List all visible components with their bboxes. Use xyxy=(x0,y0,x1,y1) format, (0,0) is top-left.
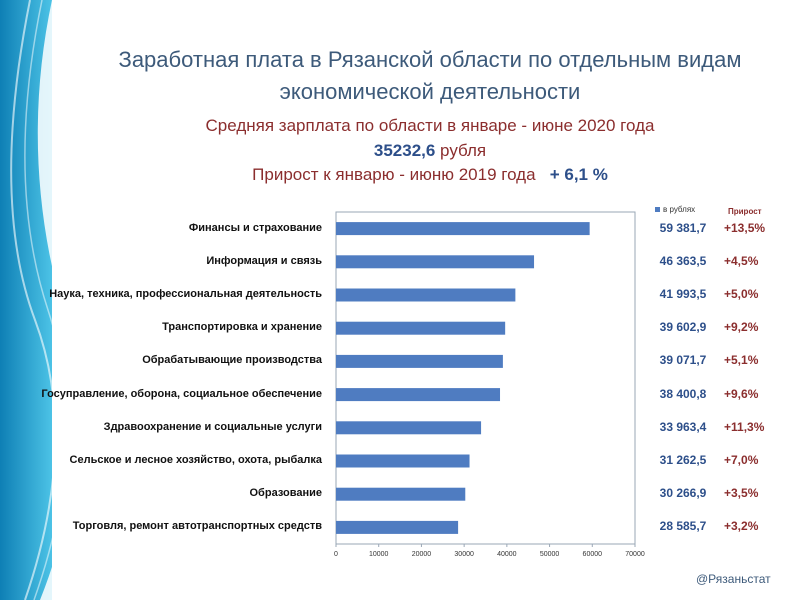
x-tick-label: 30000 xyxy=(454,551,474,558)
bar xyxy=(336,222,590,236)
category-label: Здравоохранение и социальные услуги xyxy=(103,420,322,433)
average-salary-unit: рубля xyxy=(435,141,487,160)
category-label: Образование xyxy=(249,487,323,500)
value-label: 33 963,4 xyxy=(659,419,707,434)
plot-frame xyxy=(335,211,636,545)
value-label: 39 071,7 xyxy=(659,353,707,368)
x-tick-label: 10000 xyxy=(369,551,389,558)
legend-label: в рублях xyxy=(663,205,696,214)
growth-column-header: Прирост xyxy=(728,207,762,216)
value-label: 46 363,5 xyxy=(659,253,707,268)
bar xyxy=(336,321,506,335)
x-tick-label: 40000 xyxy=(497,551,517,558)
value-label: 59 381,7 xyxy=(659,220,707,235)
bar xyxy=(336,421,482,435)
chart-legend: в рублях xyxy=(655,205,695,214)
growth-label: +7,0% xyxy=(724,453,759,467)
category-label: Обрабатывающие производства xyxy=(142,354,322,367)
growth-label: +3,2% xyxy=(724,519,759,534)
value-label: 30 266,9 xyxy=(659,486,707,501)
category-label: Сельское и лесное хозяйство, охота, рыба… xyxy=(69,454,322,466)
value-label: 41 993,5 xyxy=(659,287,707,301)
chart-title: Заработная плата в Рязанской области по … xyxy=(118,47,742,104)
bar xyxy=(336,288,516,302)
value-label: 31 262,5 xyxy=(659,453,707,467)
bar xyxy=(336,454,470,468)
bar xyxy=(336,487,466,501)
x-tick-label: 0 xyxy=(334,551,338,558)
x-tick-label: 60000 xyxy=(583,551,603,558)
growth-line: Прирост к январю - июню 2019 года + 6,1 … xyxy=(60,163,800,187)
category-label: Наука, техника, профессиональная деятель… xyxy=(49,288,322,300)
x-tick-label: 70000 xyxy=(625,551,645,558)
source-credit: @Рязаньстат xyxy=(696,572,771,586)
x-tick-label: 20000 xyxy=(412,551,432,558)
value-label: 39 602,9 xyxy=(659,320,707,335)
average-salary-caption: Средняя зарплата по области в январе - и… xyxy=(205,116,655,135)
category-label: Информация и связь xyxy=(206,254,322,267)
growth-label: +9,6% xyxy=(724,386,759,401)
bar xyxy=(336,255,535,269)
growth-value: + 6,1 % xyxy=(549,165,608,184)
growth-label: +11,3% xyxy=(724,419,765,434)
category-label: Госуправление, оборона, социальное обесп… xyxy=(41,387,322,400)
bar xyxy=(336,354,503,368)
category-label: Финансы и страхование xyxy=(188,221,322,234)
growth-label: +9,2% xyxy=(724,320,759,335)
growth-label: +3,5% xyxy=(724,486,759,501)
legend-swatch xyxy=(655,207,660,213)
average-salary-line: 35232,6 рубля xyxy=(60,139,800,163)
x-tick-label: 50000 xyxy=(540,551,560,558)
category-label: Транспортировка и хранение xyxy=(162,321,322,334)
growth-label: +5,1% xyxy=(724,353,759,368)
growth-label: +5,0% xyxy=(724,287,759,301)
bar xyxy=(336,520,459,534)
growth-label: +13,5% xyxy=(724,220,766,235)
bar xyxy=(336,388,501,402)
value-label: 28 585,7 xyxy=(659,519,707,534)
average-salary-value: 35232,6 xyxy=(373,141,436,160)
growth-label: +4,5% xyxy=(724,253,759,268)
growth-caption: Прирост к январю - июню 2019 года xyxy=(252,165,536,184)
decorative-side-panel xyxy=(0,0,80,600)
category-label: Торговля, ремонт автотранспортных средст… xyxy=(72,520,322,533)
value-label: 38 400,8 xyxy=(659,386,707,401)
